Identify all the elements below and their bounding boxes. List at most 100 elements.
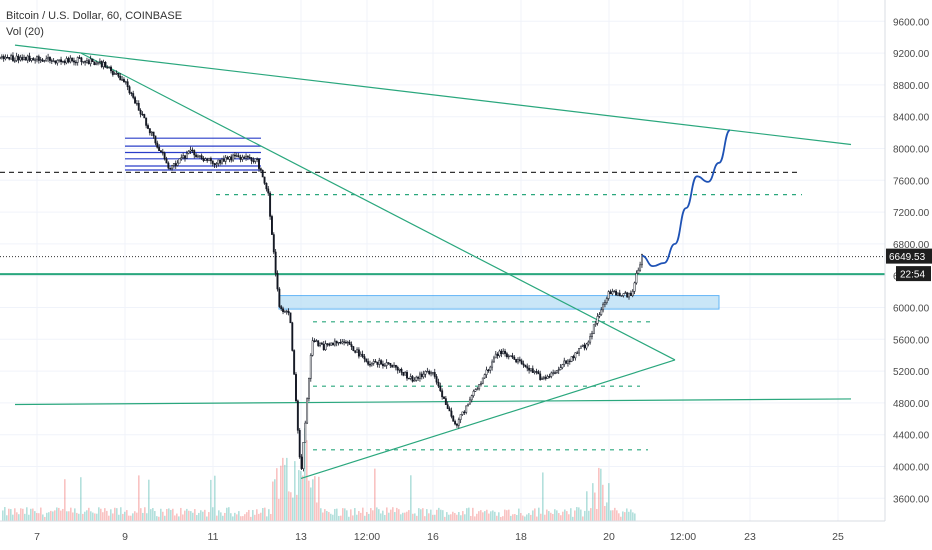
candle bbox=[36, 56, 38, 61]
candle bbox=[613, 290, 616, 293]
volume-bar bbox=[484, 511, 486, 521]
candle bbox=[604, 302, 606, 305]
volume-bar bbox=[58, 507, 60, 521]
volume-bar bbox=[20, 508, 22, 521]
candle bbox=[280, 306, 283, 309]
volume-bar bbox=[62, 508, 64, 521]
candle bbox=[563, 360, 566, 365]
volume-bar bbox=[584, 510, 586, 521]
candle bbox=[287, 310, 290, 314]
candle bbox=[322, 344, 325, 350]
volume-bar bbox=[18, 514, 20, 521]
volume-bar bbox=[590, 508, 592, 521]
candle bbox=[341, 341, 344, 344]
candle bbox=[41, 59, 44, 62]
candle bbox=[54, 60, 57, 64]
candle bbox=[557, 369, 560, 371]
volume-bar bbox=[520, 513, 522, 521]
candle bbox=[335, 340, 338, 344]
volume-bar bbox=[290, 492, 292, 521]
candle bbox=[576, 352, 579, 354]
candle bbox=[154, 135, 157, 144]
candle bbox=[235, 155, 238, 157]
volume-bar bbox=[516, 515, 518, 521]
volume-bar bbox=[434, 514, 436, 521]
volume-bar bbox=[488, 513, 490, 521]
candle bbox=[526, 366, 529, 369]
candle bbox=[570, 356, 573, 362]
price-tick-label: 5600.00 bbox=[893, 335, 930, 346]
candle bbox=[93, 61, 96, 66]
candle bbox=[430, 372, 433, 375]
candle bbox=[276, 272, 279, 290]
candle bbox=[98, 60, 101, 63]
candle bbox=[369, 364, 371, 366]
volume-bar bbox=[226, 507, 228, 521]
volume-bar bbox=[268, 509, 270, 521]
candle bbox=[204, 158, 207, 161]
volume-bar bbox=[532, 510, 534, 521]
volume-bar bbox=[470, 515, 472, 521]
candle bbox=[208, 158, 211, 161]
price-tick-label: 8400.00 bbox=[893, 113, 930, 124]
candle bbox=[600, 309, 603, 315]
candle bbox=[343, 341, 346, 343]
candle bbox=[539, 373, 542, 380]
candle bbox=[282, 308, 285, 312]
price-tick-label: 6800.00 bbox=[893, 240, 930, 251]
candle bbox=[167, 162, 170, 169]
candle bbox=[319, 342, 322, 346]
volume-bar bbox=[122, 513, 124, 521]
volume-bar bbox=[48, 512, 50, 521]
volume-bar bbox=[72, 512, 74, 521]
candle bbox=[19, 57, 22, 61]
volume-bar bbox=[436, 509, 438, 521]
volume-bar bbox=[568, 514, 570, 521]
volume-bar bbox=[566, 511, 568, 521]
volume-bar bbox=[54, 510, 56, 521]
candle bbox=[439, 385, 442, 392]
volume-bar bbox=[448, 514, 450, 521]
volume-bar bbox=[214, 475, 216, 521]
volume-bar bbox=[248, 509, 250, 521]
candle bbox=[400, 368, 403, 373]
volume-bar bbox=[136, 512, 138, 521]
volume-bar bbox=[412, 513, 414, 521]
candle bbox=[385, 362, 388, 366]
candle bbox=[585, 343, 588, 349]
candle bbox=[596, 316, 599, 324]
candle bbox=[63, 60, 66, 64]
volume-bar bbox=[482, 512, 484, 521]
candle bbox=[261, 170, 264, 178]
volume-bar bbox=[466, 508, 468, 521]
volume-bar bbox=[614, 507, 616, 521]
time-tick-label: 9 bbox=[122, 531, 128, 543]
candle bbox=[50, 60, 53, 62]
candle bbox=[465, 405, 468, 413]
volume-bar bbox=[28, 514, 30, 521]
candle bbox=[513, 356, 516, 360]
candle bbox=[102, 62, 105, 67]
volume-bar bbox=[572, 516, 574, 521]
volume-bar bbox=[80, 477, 82, 521]
countdown-label: 22:54 bbox=[900, 270, 925, 281]
candle bbox=[393, 364, 396, 368]
volume-bar bbox=[210, 479, 212, 521]
candle bbox=[485, 369, 488, 375]
candle bbox=[245, 155, 248, 159]
volume-bar bbox=[382, 510, 384, 521]
volume-bar bbox=[86, 510, 88, 521]
volume-bar bbox=[236, 514, 238, 521]
candle bbox=[73, 60, 75, 63]
candle bbox=[459, 414, 462, 420]
candle bbox=[139, 109, 142, 115]
volume-bar bbox=[510, 515, 512, 521]
volume-bar bbox=[514, 514, 516, 521]
volume-bar bbox=[134, 511, 136, 521]
candle bbox=[435, 376, 438, 383]
volume-bar bbox=[386, 507, 388, 521]
volume-bar bbox=[276, 468, 278, 521]
candle bbox=[147, 125, 149, 129]
